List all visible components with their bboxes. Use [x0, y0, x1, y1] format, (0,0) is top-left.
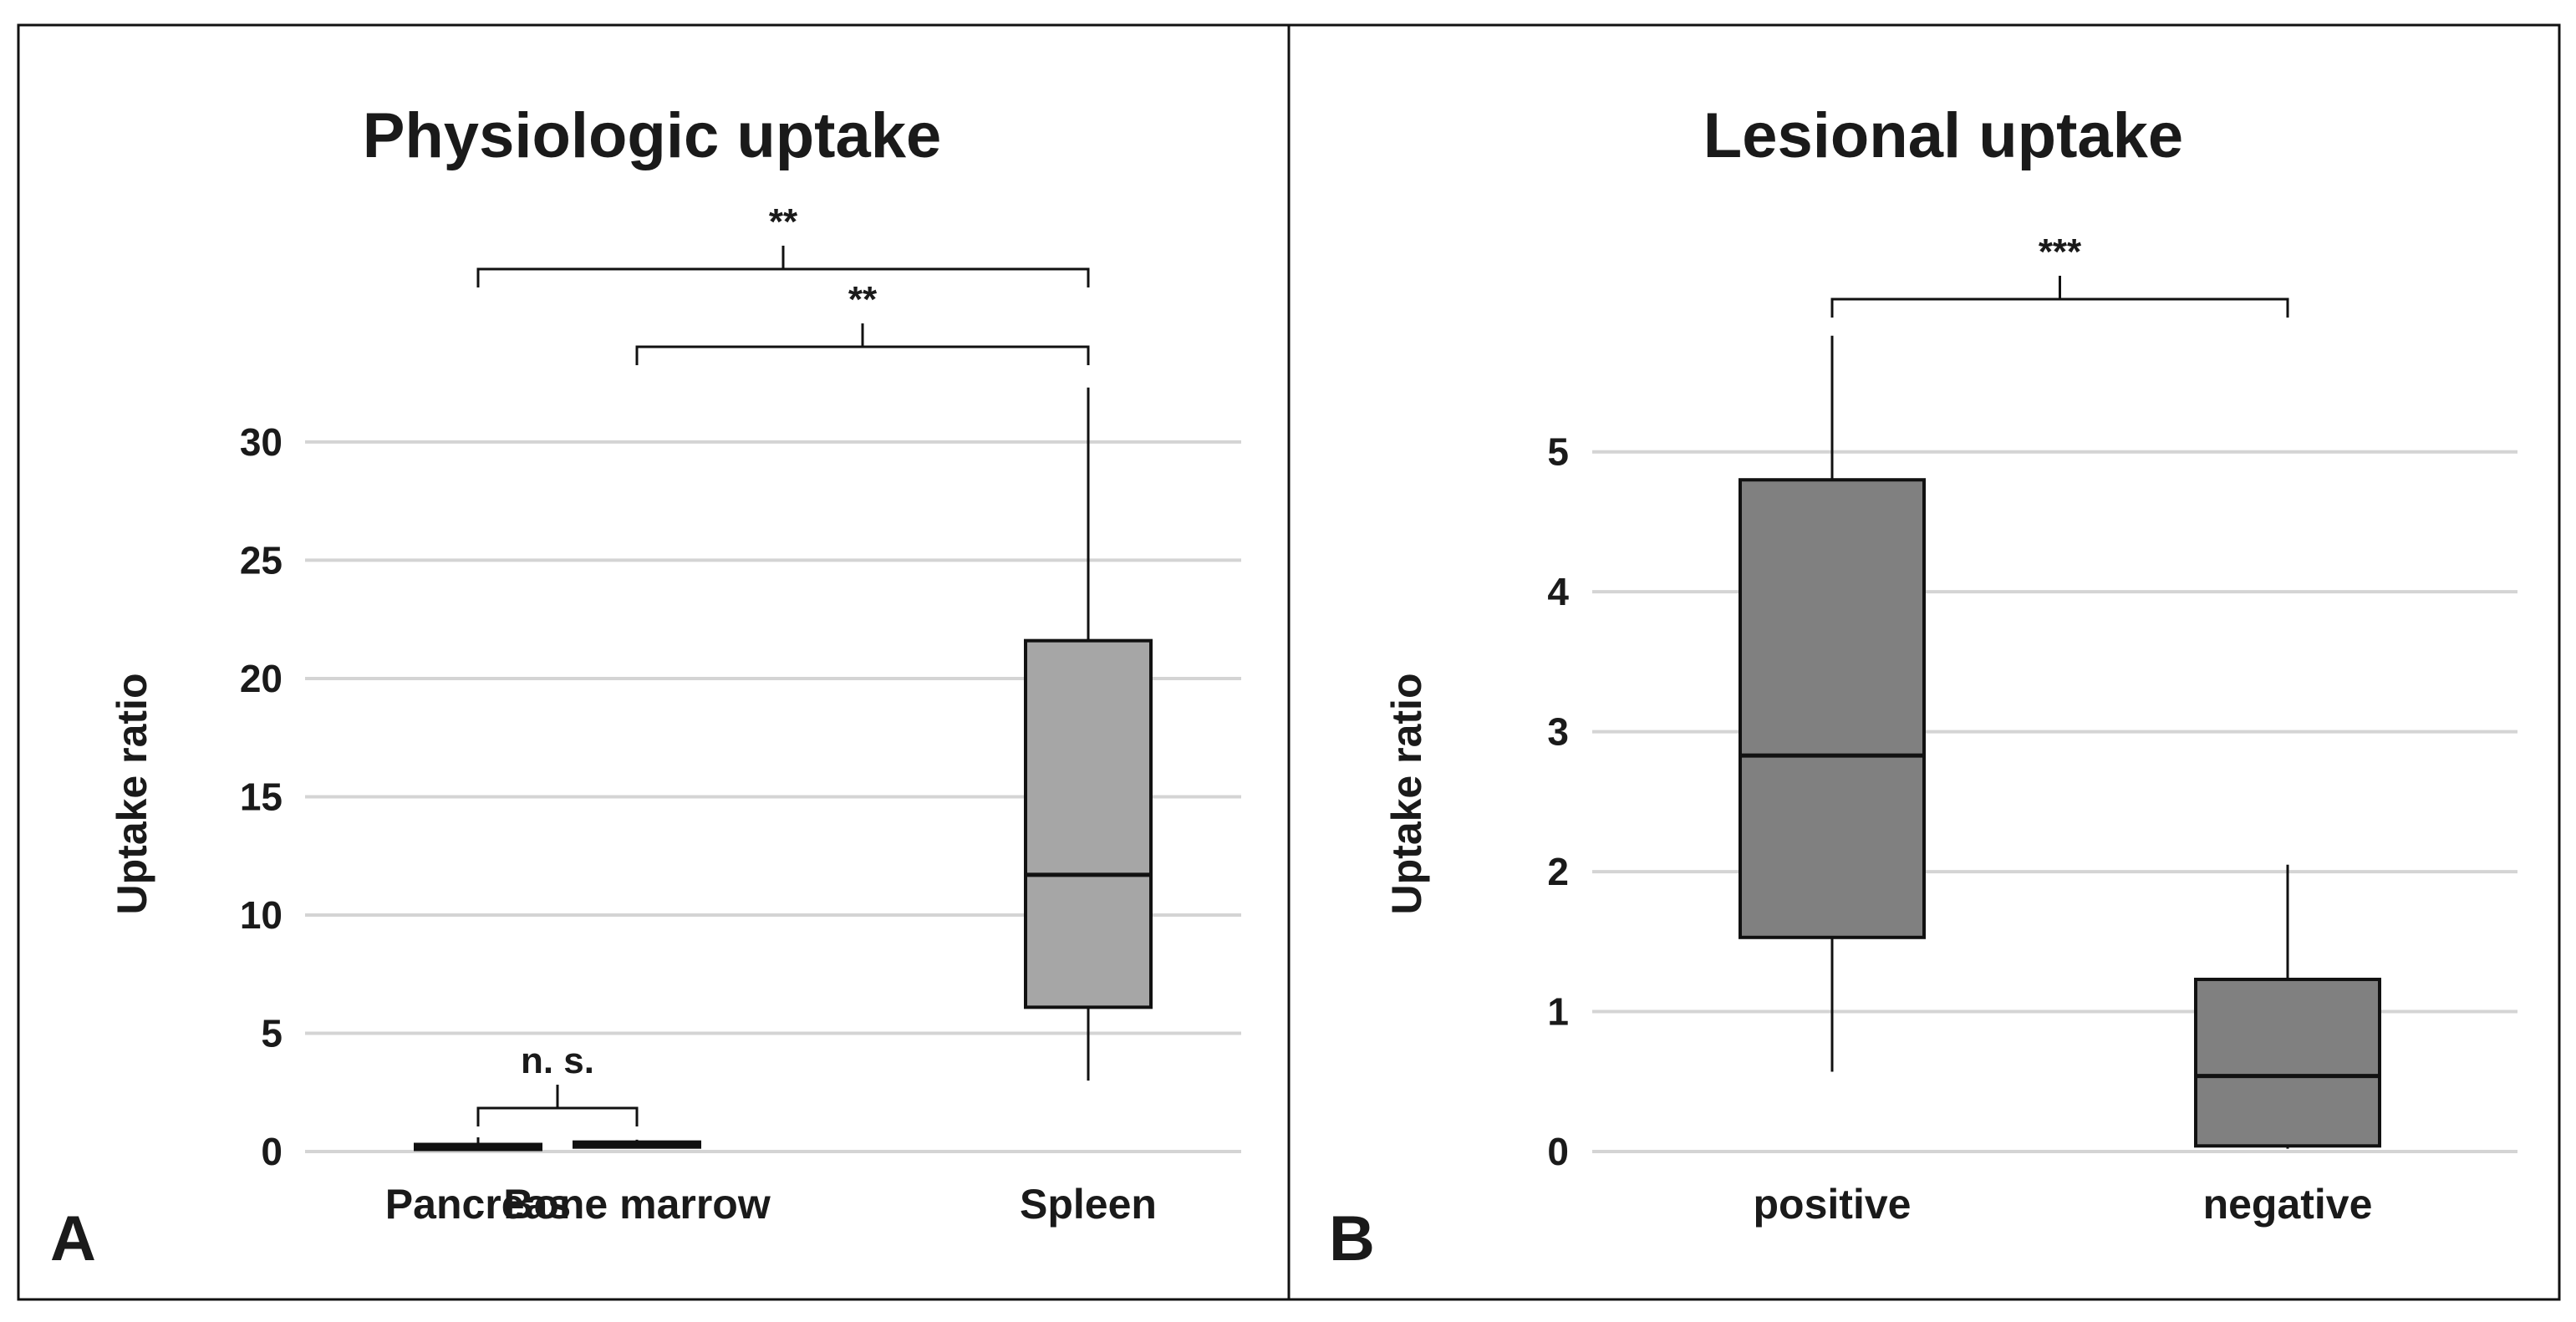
panel-a-significance-bracket: ** — [476, 201, 1090, 287]
panel-a-category-label: Spleen — [1020, 1181, 1157, 1228]
panel-b-y-tick-label: 1 — [1547, 990, 1569, 1034]
panel-a-iqr-box — [1024, 638, 1153, 1009]
panel-b-bracket-line — [1830, 276, 2289, 318]
panel-a-box-pancreas — [414, 1137, 542, 1152]
panel-a-y-axis-label: Uptake ratio — [109, 674, 155, 915]
panel-a-y-tick-label: 20 — [240, 657, 283, 700]
panel-b-y-axis-label: Uptake ratio — [1383, 674, 1430, 915]
panel-a-bracket-line — [476, 246, 1090, 287]
panel-b-y-ticks: 0 1 2 3 4 5 — [1547, 430, 1569, 1173]
panel-a-boxes — [414, 387, 1153, 1152]
panel-a-category-label: Pancreas — [385, 1181, 571, 1228]
panel-b-frame — [1287, 23, 2561, 1301]
panel-a-significance-label: ** — [848, 279, 878, 320]
panel-a-category-label: Bone marrow — [503, 1181, 771, 1228]
panel-a-title: Physiologic uptake — [363, 100, 942, 171]
panel-b-y-tick-label: 3 — [1547, 710, 1569, 754]
panel-a-box-bone-marrow — [573, 1139, 701, 1149]
panel-b-title: Lesional uptake — [1703, 100, 2183, 171]
panel-b-y-tick-label: 4 — [1547, 570, 1569, 613]
panel-a-y-tick-label: 30 — [240, 420, 283, 464]
panel-b-significance: *** — [1830, 231, 2289, 318]
panel-b-iqr-box — [2194, 978, 2381, 1148]
panel-a-box-spleen — [1024, 387, 1153, 1081]
panel-a-bracket-line — [635, 323, 1090, 365]
panel-b-category-label: negative — [2203, 1181, 2373, 1228]
panel-b-letter: B — [1329, 1203, 1375, 1274]
panel-b-y-tick-label: 5 — [1547, 430, 1569, 474]
panel-b-category-label: positive — [1754, 1181, 1912, 1228]
panel-a-significance-bracket: ** — [635, 279, 1090, 365]
panel-a-bracket-line — [476, 1085, 639, 1126]
panel-a: Physiologic uptake Uptake ratio A 0 5 10 15… — [17, 23, 1291, 1301]
panel-a-y-tick-label: 15 — [240, 775, 283, 818]
panel-b-significance-bracket: *** — [1830, 231, 2289, 318]
panel-b-significance-label: *** — [2039, 231, 2082, 272]
panel-a-significance-label: ** — [769, 201, 798, 242]
panel-a-letter: A — [50, 1203, 96, 1274]
panel-b-box-positive — [1739, 335, 1926, 1072]
panel-b: Lesional uptake Uptake ratio B 0 1 2 3 4 5 po… — [1287, 23, 2561, 1301]
panel-a-significance-label: n. s. — [521, 1040, 594, 1081]
panel-a-y-tick-label: 0 — [261, 1130, 283, 1173]
panel-b-iqr-box — [1739, 478, 1926, 939]
panel-a-y-ticks: 0 5 10 15 20 25 30 — [240, 420, 283, 1173]
panel-b-y-tick-label: 0 — [1547, 1130, 1569, 1173]
panel-a-y-tick-label: 25 — [240, 538, 283, 582]
panel-a-significance-bracket: n. s. — [476, 1040, 639, 1126]
panel-a-significance: n. s. ** ** — [476, 201, 1090, 1126]
panel-b-categories: positive negative — [1754, 1181, 2373, 1228]
panel-b-y-tick-label: 2 — [1547, 850, 1569, 893]
panel-a-y-tick-label: 5 — [261, 1011, 283, 1055]
panel-b-boxes — [1739, 335, 2381, 1149]
panel-a-y-tick-label: 10 — [240, 893, 283, 937]
panel-b-box-negative — [2194, 864, 2381, 1149]
